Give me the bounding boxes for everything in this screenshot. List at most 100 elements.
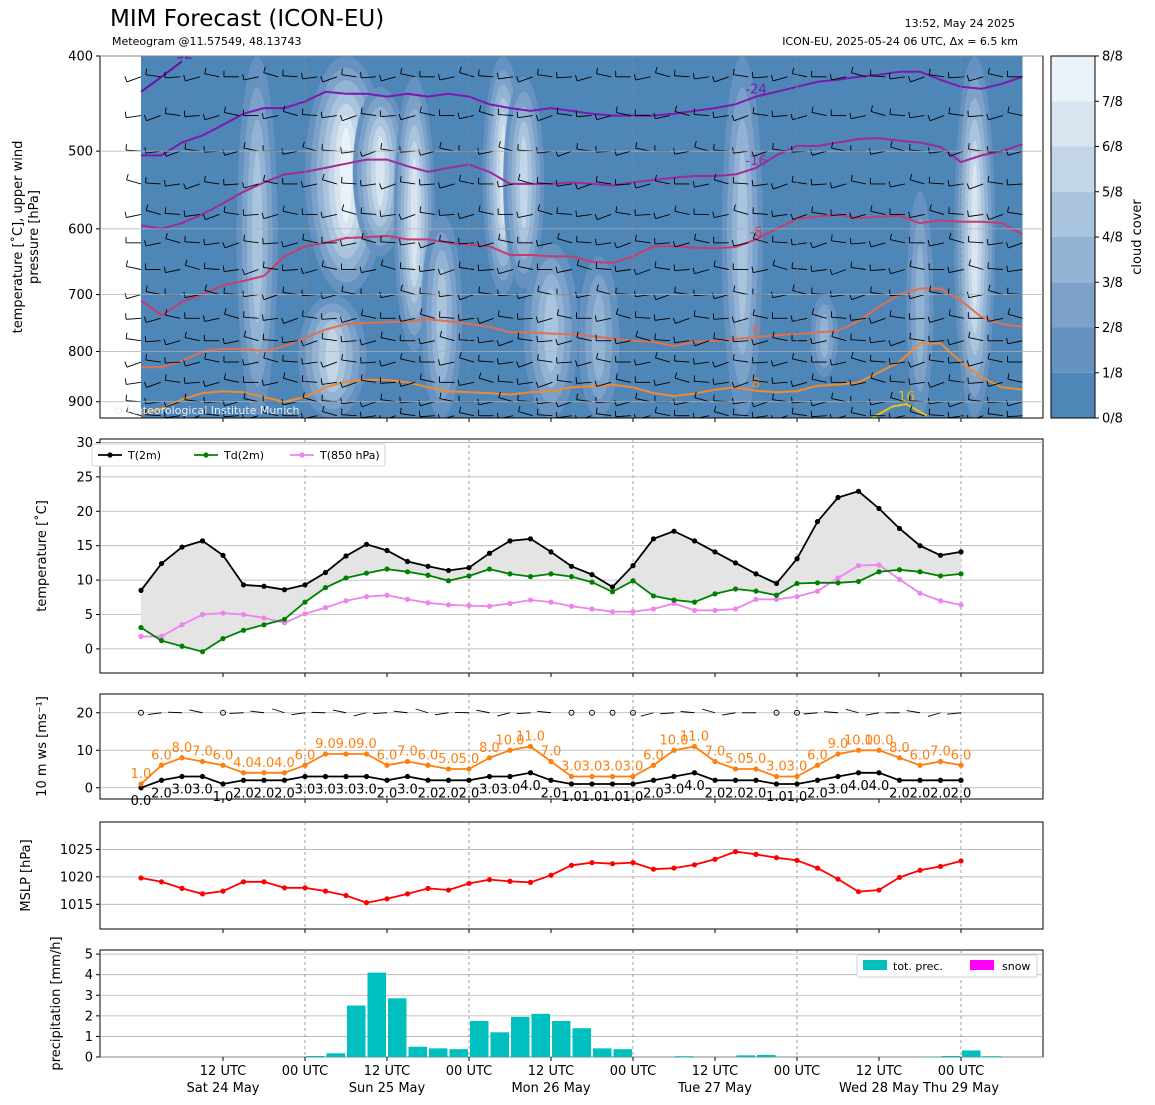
t-2m--point — [486, 550, 493, 556]
wind-barb — [322, 265, 337, 270]
y-axis-label-line: pressure [hPa] — [27, 190, 42, 284]
wind-barb — [694, 361, 710, 365]
temperature-legend-box — [91, 443, 386, 467]
t-850-hpa--point — [220, 610, 226, 616]
wind-gust-point — [138, 781, 144, 787]
speed-value-label: 2.0 — [274, 786, 295, 801]
wind-barb-flag — [948, 374, 951, 381]
wind-barb — [577, 183, 592, 190]
isotherm-line — [140, 342, 1023, 415]
wind-barb-flag — [300, 267, 304, 274]
wind-barb-flag — [144, 114, 147, 121]
wind-barb — [772, 76, 788, 82]
speed-value-label: 2.0 — [254, 786, 275, 801]
gust-value-label: 5.0 — [725, 752, 746, 767]
wind-speed-point — [630, 781, 636, 787]
wind-barb-flag — [947, 180, 950, 187]
t-850-hpa--point — [650, 606, 657, 612]
wind-barb — [380, 115, 396, 118]
wind-barb-flag — [810, 242, 813, 249]
wind-barb — [752, 183, 768, 187]
mslp-frame — [99, 821, 1044, 930]
precip-bar — [757, 1054, 776, 1057]
wind-barb — [498, 269, 514, 275]
mslp-point — [404, 891, 411, 897]
wind-barb-flag — [849, 112, 852, 119]
wind-barb-flag — [810, 337, 813, 344]
wind-barb-flag — [968, 331, 971, 338]
wind-barb — [439, 316, 455, 319]
precip-bar — [593, 1048, 612, 1057]
wind-barb-flag — [163, 266, 166, 273]
wind-barb-flag — [870, 205, 873, 212]
speed-value-label: 2.0 — [541, 786, 562, 801]
precip-bar — [736, 1055, 755, 1057]
y-tick-label: 800 — [68, 345, 93, 360]
wind-barb — [380, 337, 396, 342]
speed-value-label: 3.0 — [479, 783, 500, 798]
wind-barb-flag — [183, 415, 186, 418]
wind-barb — [282, 340, 298, 344]
gust-value-label: 6.0 — [377, 748, 398, 763]
wind-barb-flag — [888, 340, 892, 347]
wind-barb-flag — [909, 173, 913, 180]
y-tick-label: 4 — [85, 968, 93, 983]
speed-value-label: 1.0 — [787, 790, 808, 805]
gust-value-label: 3.0 — [582, 760, 603, 775]
mslp-point — [343, 892, 349, 899]
wind-barb-flag — [301, 72, 303, 79]
legend-marker — [203, 452, 209, 458]
wind-barb-flag — [261, 293, 265, 300]
wind-barb — [184, 241, 200, 244]
mslp-point — [220, 888, 226, 894]
x-tick-label: 12 UTC — [528, 1064, 574, 1079]
wind-barb — [400, 358, 416, 363]
wind-barb-flag — [243, 142, 246, 149]
wind-barb — [184, 213, 200, 217]
wind-gust-point — [404, 758, 411, 765]
wind-barb — [420, 242, 435, 249]
wind-barb — [341, 317, 357, 323]
wind-speed-point — [937, 777, 944, 783]
y-tick-label: 400 — [68, 50, 93, 65]
wind-barb — [420, 340, 435, 345]
wind-barb-flag — [987, 67, 990, 74]
y-axis-label-line: MSLP [hPa] — [19, 839, 34, 911]
speed-value-label: 3.0 — [397, 783, 418, 798]
gust-value-label: 3.0 — [787, 760, 808, 775]
wind-barb — [459, 180, 475, 185]
wind-barb — [126, 411, 142, 417]
wind-barb — [635, 316, 651, 319]
wind-barb-flag — [770, 75, 774, 82]
wind-barb-flag — [281, 241, 284, 248]
wind-speed-point — [240, 777, 247, 783]
wind-barb — [948, 113, 964, 117]
wind-gust-point — [753, 766, 759, 772]
wind-barb-flag — [615, 308, 619, 315]
wind-barb — [361, 238, 377, 244]
wind-barb — [263, 72, 279, 78]
wind-barb-flag — [242, 359, 245, 366]
calm-wind-marker — [794, 709, 800, 716]
wind-barb-flag — [282, 286, 285, 293]
wind-barb — [968, 264, 984, 270]
wind-barb — [185, 264, 200, 270]
wind-barb — [1007, 340, 1023, 345]
wind-barb — [322, 361, 338, 368]
t-850-hpa--point — [753, 596, 759, 602]
wind-speed-point — [896, 777, 903, 783]
wind-barb-flag — [243, 392, 246, 399]
wind-barb — [556, 212, 572, 215]
wind-barb — [713, 338, 729, 342]
wind-barb — [478, 75, 494, 78]
wind-barb-flag — [555, 180, 558, 187]
wind-barb — [929, 209, 945, 215]
wind-barb — [498, 397, 514, 403]
wind-barb-flag — [672, 317, 676, 324]
wind-barb — [304, 415, 318, 418]
x-tick-label: 00 UTC — [610, 1064, 656, 1079]
t-850-hpa--point — [568, 603, 575, 609]
wind-barb-flag — [653, 293, 657, 300]
wind-barb-flag — [575, 75, 578, 82]
mslp-point — [917, 867, 923, 873]
